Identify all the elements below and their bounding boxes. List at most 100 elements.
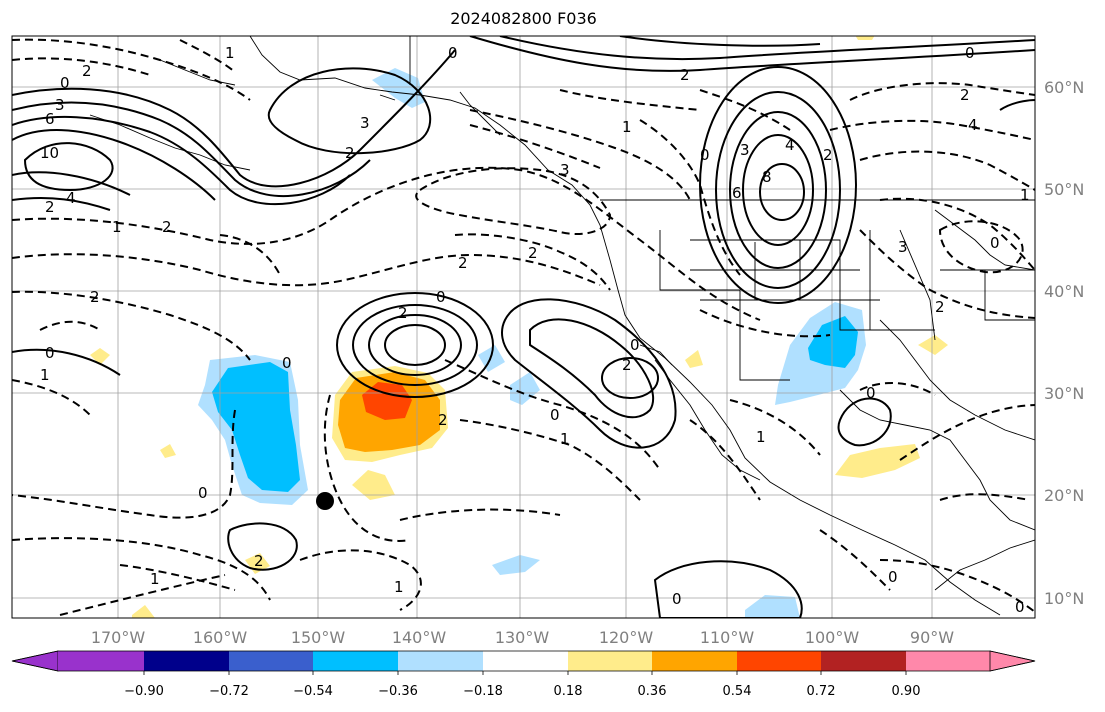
lat-label: 20°N xyxy=(1044,486,1084,505)
contour-label: 0 xyxy=(630,336,640,354)
contour-label: 1 xyxy=(756,428,766,446)
lon-label: 120°W xyxy=(599,628,654,647)
colorbar-segment xyxy=(568,651,652,671)
contour-label: 1 xyxy=(560,430,570,448)
colorbar-tick-label: −0.54 xyxy=(293,684,333,699)
contour-label: 1 xyxy=(40,366,50,384)
contour-label: 0 xyxy=(888,568,898,586)
lon-label: 100°W xyxy=(805,628,860,647)
contour-label: 2 xyxy=(398,304,408,322)
contour-label: 0 xyxy=(436,288,446,306)
colorbar-segment xyxy=(398,651,483,671)
lat-label: 60°N xyxy=(1044,78,1084,97)
contour-label: 4 xyxy=(968,116,978,134)
neg-shade-central-pacific-core xyxy=(212,362,300,492)
contour-label: 4 xyxy=(785,136,795,154)
contour-label: 3 xyxy=(740,141,750,159)
dashed-contours xyxy=(12,38,1035,616)
shading-layer xyxy=(90,36,948,618)
contour-label: 0 xyxy=(198,484,208,502)
pos-shade-pacific-low-red xyxy=(362,382,412,420)
contour-label: 6 xyxy=(45,110,55,128)
coastlines xyxy=(89,36,1035,616)
lon-label: 130°W xyxy=(495,628,550,647)
lon-label: 160°W xyxy=(193,628,248,647)
contour-label: 2 xyxy=(680,66,690,84)
storm-center-marker xyxy=(316,492,334,510)
colorbar-segment xyxy=(652,651,737,671)
contour-lines xyxy=(12,36,1035,618)
colorbar-tick-label: −0.90 xyxy=(124,684,164,699)
contour-label: 2 xyxy=(254,552,264,570)
contour-label: 0 xyxy=(866,384,876,402)
neg-shade-east-pacific xyxy=(478,345,540,405)
colorbar-outline xyxy=(11,650,1036,672)
colorbar-segment xyxy=(483,651,568,671)
contour-label: 0 xyxy=(448,44,458,62)
colorbar-tick-label: 0.54 xyxy=(723,684,752,699)
contour-label: 0 xyxy=(1015,598,1025,616)
colorbar-tick-label: 0.18 xyxy=(554,684,583,699)
contour-label: 3 xyxy=(55,96,65,114)
contour-label: 2 xyxy=(458,254,468,272)
lat-label: 50°N xyxy=(1044,180,1084,199)
contour-label: 0 xyxy=(550,406,560,424)
contour-label: 0 xyxy=(990,234,1000,252)
gridlines xyxy=(12,36,1035,618)
pos-shade-gulf xyxy=(835,444,920,478)
contour-label: 0 xyxy=(672,590,682,608)
lat-label: 40°N xyxy=(1044,282,1084,301)
contour-label: 1 xyxy=(394,578,404,596)
contour-label: 2 xyxy=(528,244,538,262)
contour-label: 0 xyxy=(700,146,710,164)
colorbar-segment xyxy=(737,651,821,671)
colorbar-tick-label: −0.72 xyxy=(209,684,249,699)
solid-contours-east-pacific xyxy=(501,298,677,449)
colorbar-segment xyxy=(313,651,398,671)
contour-label: 1 xyxy=(112,218,122,236)
colorbar: −0.90 −0.72 −0.54 −0.36 −0.18 0.18 0.36 … xyxy=(11,650,1036,699)
longitude-labels: 170°W 160°W 150°W 140°W 130°W 120°W 110°… xyxy=(91,628,954,647)
contour-label: 0 xyxy=(45,344,55,362)
contour-label: 4 xyxy=(66,189,76,207)
colorbar-extend-left xyxy=(11,650,59,672)
contour-label: 6 xyxy=(732,184,742,202)
contour-label: 1 xyxy=(150,570,160,588)
map-frame xyxy=(11,35,1036,619)
contour-label: 2 xyxy=(438,411,448,429)
lon-label: 140°W xyxy=(392,628,447,647)
pos-shade-pacific-tail xyxy=(352,470,395,500)
contour-label: 2 xyxy=(823,146,833,164)
contour-label: 0 xyxy=(965,44,975,62)
contour-label: 3 xyxy=(360,114,370,132)
colorbar-tick-label: −0.18 xyxy=(463,684,503,699)
lat-label: 10°N xyxy=(1044,589,1084,608)
map-title: 2024082800 F036 xyxy=(450,9,597,28)
solid-contours-misc xyxy=(12,99,1035,618)
contour-label: 2 xyxy=(82,62,92,80)
contour-label: 2 xyxy=(162,218,172,236)
contour-label: 2 xyxy=(622,356,632,374)
lon-label: 170°W xyxy=(91,628,146,647)
lon-label: 150°W xyxy=(291,628,346,647)
contour-label: 2 xyxy=(935,298,945,316)
contour-label: 2 xyxy=(960,86,970,104)
colorbar-tick-label: 0.90 xyxy=(892,684,921,699)
lat-label: 30°N xyxy=(1044,384,1084,403)
contour-label: 3 xyxy=(560,161,570,179)
contour-label: 1 xyxy=(622,118,632,136)
contour-label: 0 xyxy=(282,354,292,372)
contour-label: 2 xyxy=(90,288,100,306)
contour-label: 8 xyxy=(762,168,772,186)
colorbar-segment xyxy=(58,651,144,671)
colorbar-segment xyxy=(821,651,906,671)
solid-contours-north-pacific xyxy=(12,36,1035,211)
contour-labels: 0 2 3 6 10 4 2 1 2 3 2 1 0 2 1 0 3 2 2 2… xyxy=(40,44,1030,616)
contour-label: 2 xyxy=(45,198,55,216)
colorbar-tick-label: 0.72 xyxy=(807,684,836,699)
colorbar-extend-right xyxy=(989,650,1036,672)
solid-contours-ridge xyxy=(699,66,857,304)
colorbar-tick-label: 0.36 xyxy=(638,684,667,699)
contour-label: 3 xyxy=(898,238,908,256)
